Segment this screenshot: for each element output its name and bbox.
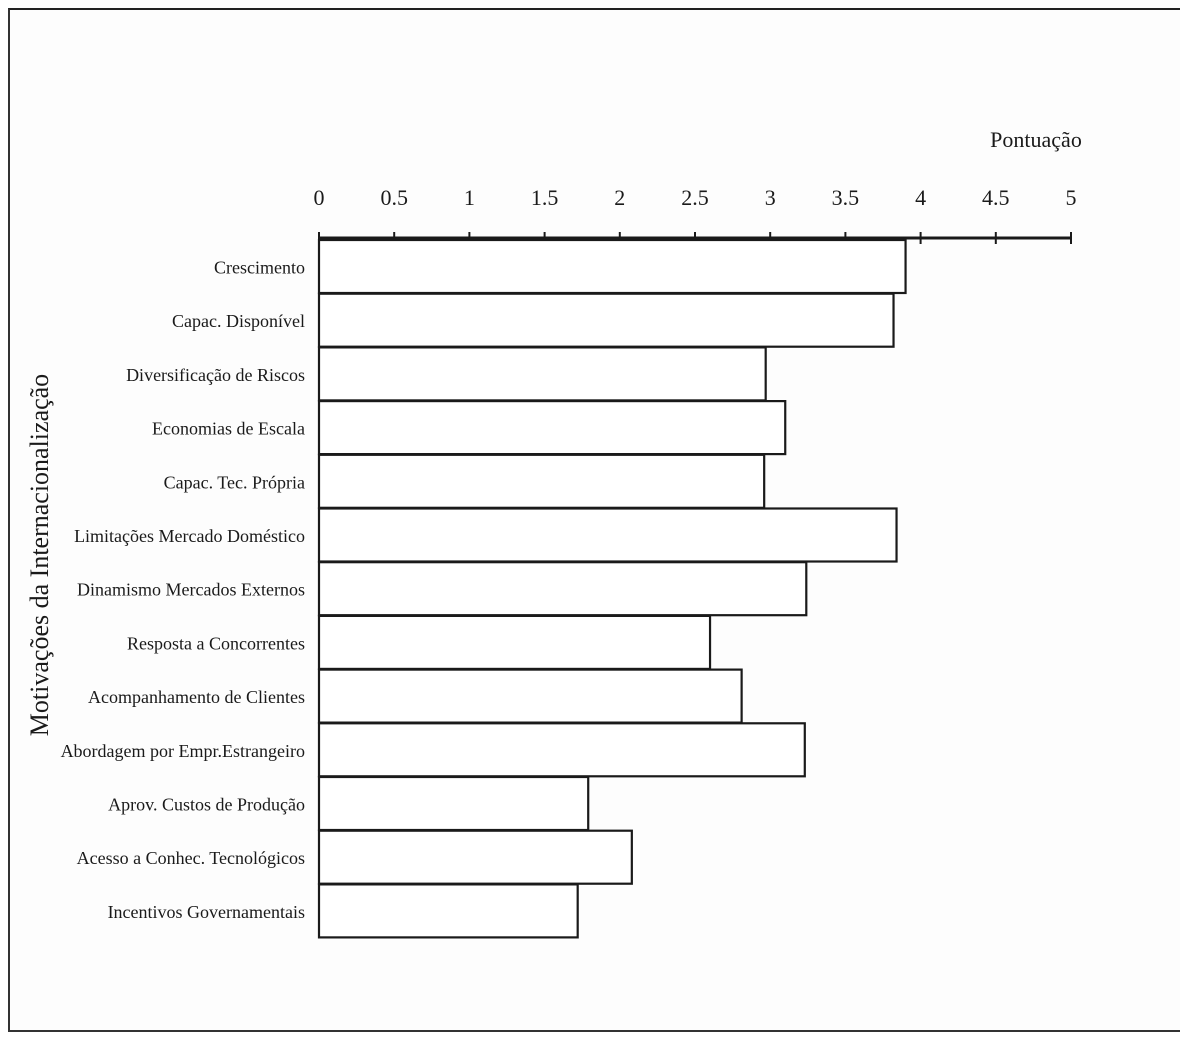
bar bbox=[317, 292, 895, 348]
bar bbox=[317, 614, 712, 671]
x-tick-label: 0 bbox=[314, 185, 325, 210]
category-labels: Crescimento Capac. Disponível Diversificaç… bbox=[61, 258, 305, 922]
bar bbox=[317, 668, 743, 724]
bar bbox=[317, 238, 907, 295]
x-tick-label: 3 bbox=[765, 185, 776, 210]
x-tick-label: 5 bbox=[1066, 185, 1077, 210]
bar bbox=[317, 400, 787, 456]
category-label: Capac. Disponível bbox=[172, 311, 305, 331]
bar bbox=[317, 561, 808, 617]
bars bbox=[317, 238, 907, 939]
category-label: Limitações Mercado Doméstico bbox=[74, 526, 305, 546]
category-label: Dinamismo Mercados Externos bbox=[77, 580, 305, 600]
category-label: Crescimento bbox=[214, 258, 305, 278]
bar bbox=[317, 883, 579, 939]
bar bbox=[317, 507, 898, 563]
bar bbox=[317, 722, 806, 778]
category-label: Economias de Escala bbox=[152, 419, 305, 439]
x-axis-title: Pontuação bbox=[990, 127, 1082, 152]
x-tick-label: 0.5 bbox=[380, 185, 408, 210]
x-tick-label: 2.5 bbox=[681, 185, 709, 210]
bar bbox=[317, 829, 633, 885]
x-tick-label: 1.5 bbox=[531, 185, 559, 210]
category-label: Resposta a Concorrentes bbox=[127, 633, 305, 653]
y-axis-title: Motivações da Internacionalização bbox=[25, 374, 54, 736]
category-label: Diversificação de Riscos bbox=[126, 365, 305, 385]
category-label: Abordagem por Empr.Estrangeiro bbox=[61, 741, 305, 761]
bar bbox=[317, 346, 767, 402]
x-tick-label: 3.5 bbox=[832, 185, 860, 210]
x-tick-label: 2 bbox=[614, 185, 625, 210]
bar bbox=[317, 775, 590, 832]
x-tick-label: 4 bbox=[915, 185, 926, 210]
category-label: Capac. Tec. Própria bbox=[164, 472, 305, 492]
category-label: Acesso a Conhec. Tecnológicos bbox=[77, 848, 305, 868]
category-label: Aprov. Custos de Produção bbox=[108, 795, 305, 815]
bar bbox=[317, 453, 766, 509]
x-tick-label: 1 bbox=[464, 185, 475, 210]
category-label: Incentivos Governamentais bbox=[108, 902, 305, 922]
category-label: Acompanhamento de Clientes bbox=[88, 687, 305, 707]
x-tick-label: 4.5 bbox=[982, 185, 1010, 210]
